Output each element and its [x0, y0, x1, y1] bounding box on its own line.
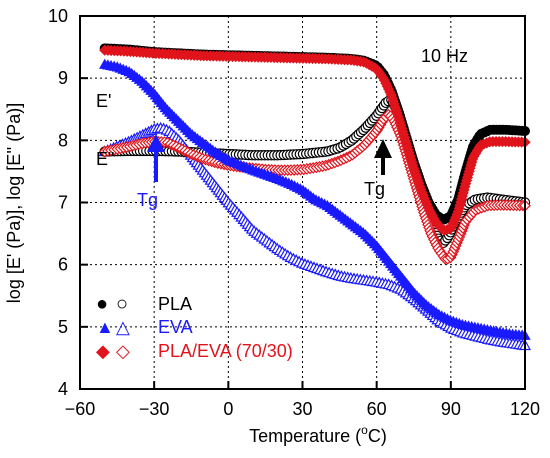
x-tick-label: −60: [65, 399, 96, 419]
y-tick-label: 8: [58, 130, 68, 150]
loss-modulus-label: E": [96, 149, 114, 169]
y-axis-title: log [E' (Pa)], log [E'' (Pa)]: [4, 103, 24, 303]
legend-pla-eva-label: PLA/EVA (70/30): [158, 341, 293, 361]
y-tick-label: 7: [58, 193, 68, 213]
x-axis-title-main: Temperature (: [249, 426, 361, 446]
x-tick-label: 90: [441, 399, 461, 419]
series-eva-storage: [99, 58, 531, 340]
tg-left-label: Tg: [137, 190, 158, 210]
legend-pla-eva-filled-marker: ◆: [96, 341, 110, 361]
legend-pla-open-marker: ○: [116, 293, 128, 315]
legend-eva-filled-marker: ▲: [96, 317, 114, 337]
x-axis-title: Temperature (oC): [249, 423, 387, 446]
x-tick-label: 60: [367, 399, 387, 419]
legend-pla-filled-marker: ●: [96, 293, 108, 315]
frequency-annotation: 10 Hz: [421, 46, 468, 66]
tick-labels: −60 −30 0 30 60 90 120 4 5 6 7 8 9 10: [48, 6, 540, 419]
x-tick-label: −30: [139, 399, 170, 419]
x-axis-title-sup: o: [361, 423, 368, 437]
y-tick-label: 6: [58, 255, 68, 275]
y-tick-label: 10: [48, 6, 68, 26]
legend-item-pla-eva: ◆ ◇ PLA/EVA (70/30): [96, 341, 293, 361]
y-tick-label: 5: [58, 317, 68, 337]
x-tick-label: 30: [292, 399, 312, 419]
legend-eva-open-marker: △: [116, 317, 130, 337]
legend-pla-label: PLA: [158, 294, 192, 314]
legend-item-pla: ● ○ PLA: [96, 293, 192, 315]
x-axis-title-end: C): [368, 426, 387, 446]
y-tick-label: 9: [58, 68, 68, 88]
tg-right-arrow: [374, 139, 392, 175]
axis-ticks: [79, 15, 526, 390]
tg-left-arrow: [147, 134, 165, 182]
tg-right-label: Tg: [364, 179, 385, 199]
x-tick-label: 120: [510, 399, 540, 419]
storage-modulus-label: E': [96, 91, 111, 111]
series-pla-eva-70-30--storage: [99, 44, 531, 236]
y-tick-label: 4: [58, 379, 68, 399]
legend-item-eva: ▲ △ EVA: [96, 317, 193, 337]
legend-pla-eva-open-marker: ◇: [116, 341, 130, 361]
legend-eva-label: EVA: [158, 317, 193, 337]
x-tick-label: 0: [223, 399, 233, 419]
legend: ● ○ PLA ▲ △ EVA ◆ ◇ PLA/EVA (70/30): [96, 293, 293, 361]
series-layer: [98, 43, 532, 351]
